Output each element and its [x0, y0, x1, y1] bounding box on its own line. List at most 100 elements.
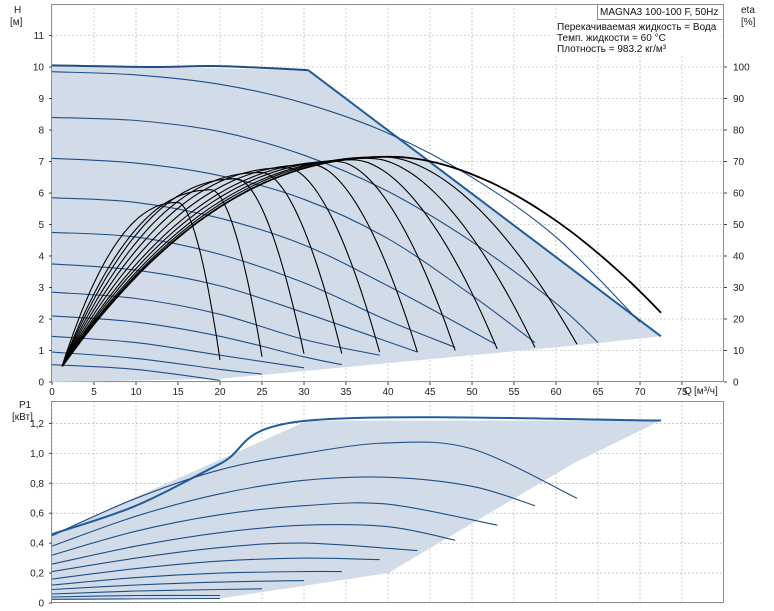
eta-y-ticks: 0 10 20 30 40 50 60 70 80 90 100	[724, 63, 750, 389]
y2-tick-label: 70	[733, 157, 745, 168]
x-tick-label: 65	[592, 387, 604, 398]
x-tick-label: 40	[382, 387, 394, 398]
speed-curve	[51, 197, 496, 345]
y-tick-label: 2	[38, 315, 44, 326]
efficiency-curve	[61, 201, 221, 367]
power-curve	[51, 416, 662, 536]
y-tick-label: 9	[38, 94, 44, 105]
y-tick-label: 3	[38, 283, 44, 294]
flow-x-ticks: 0 5 10 15 20 25 30 35 40 45 50 55 60 65 70 75	[49, 382, 688, 398]
head-axis-label: H	[14, 5, 21, 16]
efficiency-curves	[61, 155, 662, 367]
max-envelope-line	[307, 69, 662, 338]
y-tick-label: 7	[38, 157, 44, 168]
x-tick-label: 50	[466, 387, 478, 398]
speed-curve	[51, 71, 641, 323]
x-tick-label: 55	[508, 387, 520, 398]
speed-curve	[51, 364, 221, 381]
y-tick-label: 0,6	[30, 509, 44, 520]
efficiency-curve	[61, 160, 456, 367]
power-curve	[51, 594, 221, 598]
y-tick-label: 10	[33, 63, 45, 74]
speed-curve	[51, 157, 536, 344]
x-tick-label: 30	[298, 387, 310, 398]
power-operating-area	[52, 420, 661, 600]
x-tick-label: 10	[130, 387, 142, 398]
head-speed-curves	[51, 64, 662, 381]
y-tick-label: 1	[38, 346, 44, 357]
x-tick-label: 20	[214, 387, 226, 398]
power-curve	[51, 557, 380, 580]
power-curve	[51, 588, 263, 595]
x-tick-label: 60	[550, 387, 562, 398]
power-curve	[51, 502, 498, 556]
y-tick-label: 4	[38, 252, 44, 263]
y2-tick-label: 40	[733, 252, 745, 263]
eta-axis-unit: [%]	[741, 17, 756, 28]
y-tick-label: 0,2	[30, 569, 44, 580]
speed-curve	[51, 263, 418, 353]
x-tick-label: 15	[172, 387, 184, 398]
head-y-ticks: 0 1 2 3 4 5 6 7 8 9 10 11	[33, 31, 52, 389]
model-label-box	[597, 4, 724, 20]
y-tick-label: 1,2	[30, 419, 44, 430]
efficiency-curve	[61, 178, 305, 367]
power-curve	[51, 524, 456, 565]
power-curve	[51, 570, 342, 586]
temperature-info: Темп. жидкости = 60 °C	[557, 33, 666, 44]
x-tick-label: 5	[91, 387, 97, 398]
density-info: Плотность = 983.2 кг/м³	[557, 44, 667, 55]
efficiency-curve	[61, 167, 381, 367]
power-curve	[51, 476, 536, 547]
y-tick-label: 11	[34, 31, 45, 42]
y-tick-label: 5	[38, 220, 44, 231]
eta-axis-label: eta	[741, 5, 755, 16]
y2-tick-label: 50	[733, 220, 745, 231]
x-tick-label: 25	[256, 387, 268, 398]
y2-tick-label: 10	[733, 346, 745, 357]
speed-curve	[51, 315, 342, 366]
x-tick-label: 35	[340, 387, 352, 398]
efficiency-curve	[61, 157, 536, 367]
y-tick-label: 0	[38, 378, 44, 389]
y-tick-label: 6	[38, 189, 44, 200]
pump-model-title: MAGNA3 100-100 F, 50Hz	[600, 7, 718, 18]
info-box: MAGNA3 100-100 F, 50Hz Перекачиваемая жи…	[553, 4, 724, 55]
speed-curve	[51, 116, 599, 344]
fluid-info-background	[553, 20, 721, 55]
head-axis-unit: [м]	[10, 17, 23, 28]
y2-tick-label: 80	[733, 126, 745, 137]
x-tick-label: 45	[424, 387, 436, 398]
power-y-ticks: 0 0,2 0,4 0,6 0,8 1,0 1,2	[30, 419, 52, 610]
y2-tick-label: 20	[733, 315, 745, 326]
y-tick-label: 0,8	[30, 479, 44, 490]
head-operating-area	[52, 65, 661, 383]
x-tick-label: 75	[676, 387, 688, 398]
efficiency-curve	[61, 159, 498, 367]
power-curve	[51, 542, 418, 573]
power-curves	[51, 416, 662, 600]
y-tick-label: 1,0	[30, 449, 44, 460]
y-tick-label: 8	[38, 126, 44, 137]
speed-curve	[51, 351, 263, 375]
efficiency-curve	[61, 189, 263, 367]
power-curve	[51, 441, 578, 537]
power-axis-label: P1	[19, 400, 32, 411]
fluid-info: Перекачиваемая жидкость = Вода	[557, 22, 717, 33]
speed-curve	[51, 64, 309, 72]
power-axis-unit: [кВт]	[12, 412, 33, 423]
x-tick-label: 0	[49, 387, 55, 398]
flow-axis-unit: [м³/ч]	[694, 386, 718, 397]
efficiency-curve	[61, 164, 418, 367]
power-curve	[51, 580, 305, 591]
speed-curve	[51, 335, 305, 369]
flow-axis-label: Q	[684, 386, 692, 397]
power-curve	[51, 597, 221, 600]
y-tick-label: 0	[38, 599, 44, 610]
y2-tick-label: 100	[733, 63, 750, 74]
efficiency-curve	[61, 171, 343, 367]
y2-tick-label: 0	[733, 378, 739, 389]
y2-tick-label: 30	[733, 283, 745, 294]
